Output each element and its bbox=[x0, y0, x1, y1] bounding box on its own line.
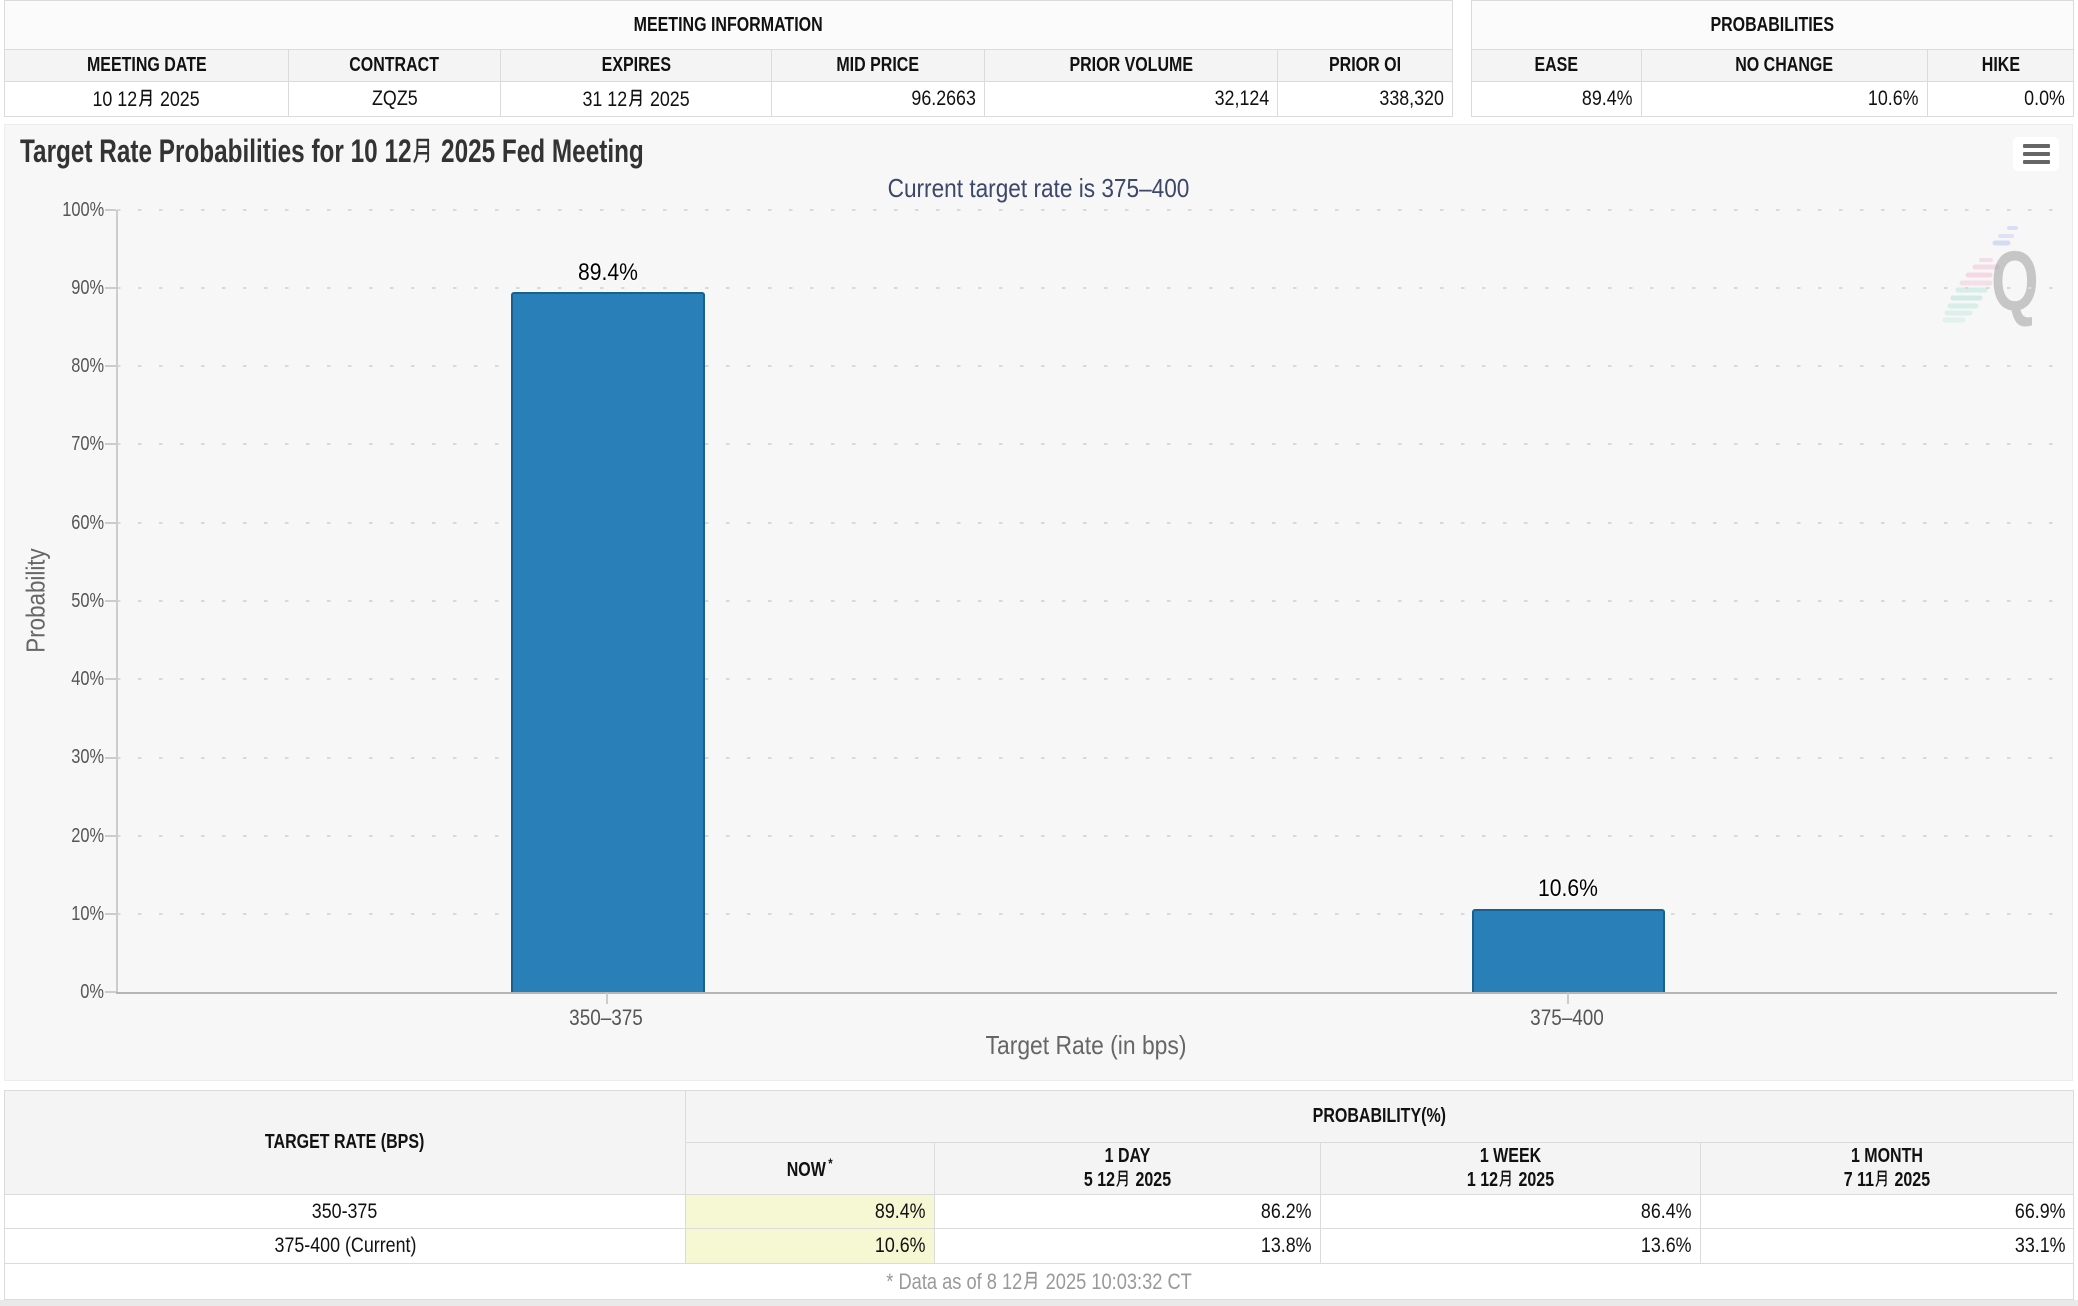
svg-text:Q: Q bbox=[1991, 233, 2039, 328]
